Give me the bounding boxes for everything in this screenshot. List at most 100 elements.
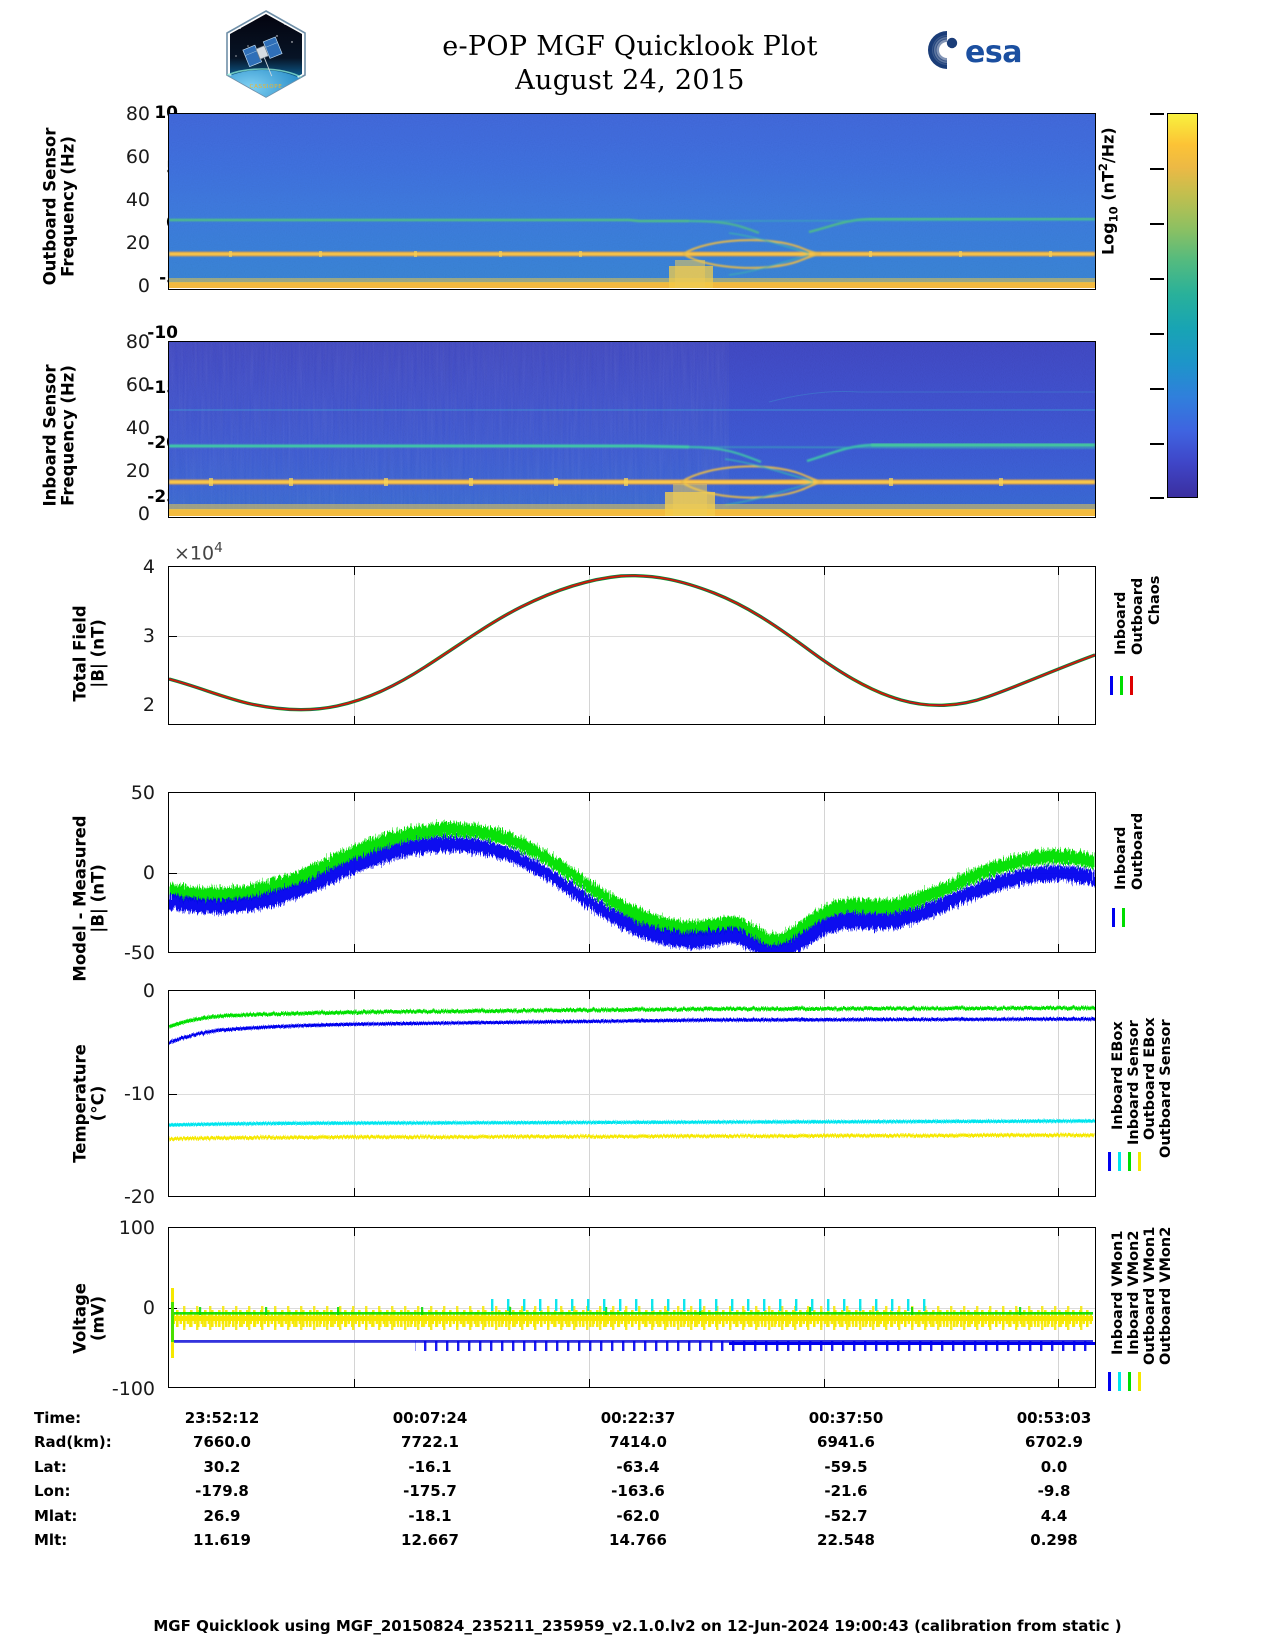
- panel-outboard-ylabel: Outboard Sensor Frequency (Hz): [41, 106, 79, 306]
- cell-time-4: 00:53:03: [1016, 1409, 1092, 1427]
- cell-rad-2: 7414.0: [609, 1433, 667, 1452]
- cell-mlat-2: -62.0: [616, 1506, 660, 1525]
- legend-swatch-outboard: [1122, 908, 1125, 927]
- panel-inboard-ylabel: Inboard Sensor Frequency (Hz): [40, 335, 79, 535]
- ytick--100: -100: [111, 1378, 155, 1400]
- cell-mlt-0: 11.619: [193, 1530, 251, 1549]
- page-header: CASSIOPE e-POP MGF Quicklook Plot August…: [0, 0, 1275, 108]
- title-primary: e-POP MGF Quicklook Plot: [442, 31, 818, 62]
- table-row-lat: Lat: 30.2 -16.1 -63.4 -59.5 0.0: [34, 1458, 1164, 1482]
- row-label-rad: Rad(km):: [34, 1433, 112, 1452]
- svg-text:esa: esa: [965, 35, 1022, 70]
- cell-time-0: 23:52:12: [184, 1409, 260, 1427]
- cell-mlat-0: 26.9: [203, 1506, 241, 1525]
- colorbar-title-base: Log: [1098, 222, 1118, 255]
- cell-time-3: 00:37:50: [808, 1409, 884, 1427]
- colorbar-gradient: [1167, 113, 1198, 498]
- ytick-20: 20: [125, 460, 150, 482]
- ytick-0: 0: [142, 862, 155, 884]
- colorbar-title-sup: 2: [1096, 163, 1110, 172]
- table-row-mlat: Mlat: 26.9 -18.1 -62.0 -52.7 4.4: [34, 1507, 1164, 1531]
- colorbar-title-sub: 10: [1106, 206, 1121, 223]
- ylabel-line2: |B| (nT): [89, 864, 108, 933]
- ytick-2: 2: [142, 694, 155, 716]
- cell-lat-0: 30.2: [203, 1457, 241, 1476]
- legend-swatch-chaos: [1130, 676, 1133, 695]
- legend-item-inboard-ebox: Inboard EBox: [1110, 1021, 1126, 1130]
- cassiope-mission-logo-icon: CASSIOPE: [222, 8, 310, 100]
- cell-rad-4: 6702.9: [1025, 1433, 1083, 1452]
- legend-swatch-inboard: [1112, 908, 1115, 927]
- colorbar-tick-4: -10: [147, 323, 178, 343]
- ylabel-line1: Total Field: [70, 605, 90, 702]
- legend-swatch-inboard-sensor: [1118, 1152, 1121, 1171]
- row-label-lon: Lon:: [34, 1482, 71, 1501]
- cell-mlt-3: 22.548: [817, 1530, 875, 1549]
- ytick-60: 60: [125, 146, 150, 168]
- ytick-60: 60: [125, 374, 150, 396]
- ytick--50: -50: [123, 942, 155, 964]
- row-label-mlat: Mlat:: [34, 1506, 78, 1525]
- legend-item-outboard: Outboard: [1130, 812, 1146, 890]
- cell-lat-2: -63.4: [616, 1457, 660, 1476]
- cell-lon-1: -175.7: [403, 1482, 457, 1501]
- colorbar-title-tail: /Hz): [1098, 127, 1118, 164]
- ylabel-line2: |B| (nT): [89, 619, 108, 688]
- row-label-time: Time:: [34, 1409, 82, 1427]
- colorbar-axis-title: Log10 (nT2/Hz): [1096, 127, 1121, 255]
- total-field-plot: [168, 566, 1096, 725]
- ytick-3: 3: [142, 625, 155, 647]
- legend-item-outboard-sensor: Outboard Sensor: [1158, 1019, 1174, 1158]
- ylabel-line2: Frequency (Hz): [59, 136, 78, 277]
- cell-lon-0: -179.8: [195, 1482, 249, 1501]
- row-label-lat: Lat:: [34, 1457, 67, 1476]
- ytick-40: 40: [125, 417, 150, 439]
- row-label-mlt: Mlt:: [34, 1530, 68, 1549]
- legend-item-inboard: Inboard: [1113, 826, 1129, 890]
- cell-mlat-3: -52.7: [824, 1506, 868, 1525]
- ytick-40: 40: [125, 189, 150, 211]
- legend-item-outboard-vmon1: Outboard VMon1: [1142, 1226, 1158, 1365]
- cell-lat-3: -59.5: [824, 1457, 868, 1476]
- cell-time-1: 00:07:24: [392, 1409, 468, 1427]
- legend-item-inboard: Inboard: [1113, 591, 1129, 655]
- ytick-0: 0: [142, 1297, 155, 1319]
- cell-lat-4: 0.0: [1040, 1457, 1068, 1476]
- ylabel-line1: Inboard Sensor: [40, 364, 60, 507]
- cell-time-2: 00:22:37: [600, 1409, 676, 1427]
- total-field-exponent: ×104: [174, 540, 223, 564]
- legend-swatch-outboard-ebox: [1128, 1152, 1131, 1171]
- cell-mlt-4: 0.298: [1030, 1530, 1078, 1549]
- panel-total-field-ylabel: Total Field |B| (nT): [70, 553, 109, 753]
- ytick-50: 50: [130, 782, 155, 804]
- ytick-20: 20: [125, 232, 150, 254]
- outboard-spectrogram-plot: [168, 113, 1096, 290]
- exponent-base: ×10: [174, 542, 215, 565]
- panel-model-measured-ylabel: Model - Measured |B| (nT): [70, 788, 109, 1008]
- ylabel-line2: Frequency (Hz): [59, 365, 78, 506]
- cell-mlt-1: 12.667: [401, 1530, 459, 1549]
- voltage-plot: [168, 1227, 1096, 1388]
- legend-swatch-outboard-vmon1: [1128, 1372, 1131, 1391]
- legend-item-inboard-sensor: Inboard Sensor: [1126, 1020, 1142, 1145]
- ytick-0: 0: [137, 275, 150, 297]
- legend-item-outboard: Outboard: [1130, 577, 1146, 655]
- table-row-lon: Lon: -179.8 -175.7 -163.6 -21.6 -9.8: [34, 1482, 1164, 1506]
- legend-swatch-outboard-sensor: [1138, 1152, 1141, 1171]
- model-measured-plot: [168, 792, 1096, 953]
- temperature-plot: [168, 990, 1096, 1197]
- cell-lon-2: -163.6: [611, 1482, 665, 1501]
- ytick-4: 4: [142, 556, 155, 578]
- ytick-80: 80: [125, 331, 150, 353]
- ylabel-line1: Model - Measured: [70, 815, 90, 982]
- footer-caption: MGF Quicklook using MGF_20150824_235211_…: [153, 1617, 1122, 1635]
- cell-rad-1: 7722.1: [401, 1433, 459, 1452]
- exponent-power: 4: [214, 540, 223, 556]
- cell-rad-3: 6941.6: [817, 1433, 875, 1452]
- table-row-rad: Rad(km): 7660.0 7722.1 7414.0 6941.6 670…: [34, 1433, 1164, 1457]
- legend-item-chaos: Chaos: [1147, 575, 1163, 625]
- legend-item-outboard-vmon2: Outboard VMon2: [1158, 1226, 1174, 1365]
- table-row-time: Time: 23:52:12 00:07:24 00:22:37 00:37:5…: [34, 1409, 1164, 1433]
- legend-item-inboard-vmon1: Inboard VMon1: [1110, 1230, 1126, 1355]
